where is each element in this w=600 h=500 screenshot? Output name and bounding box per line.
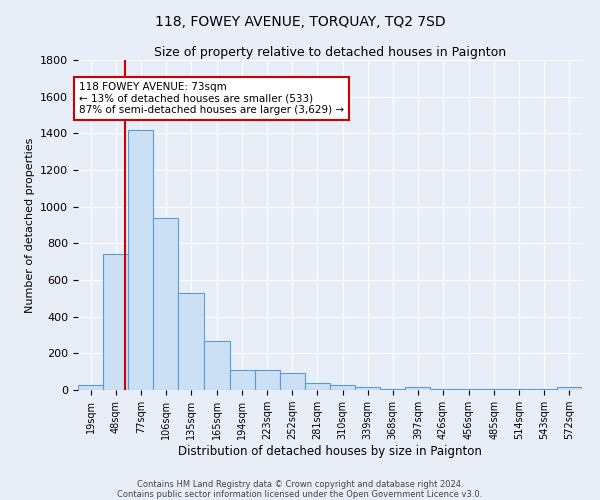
Bar <box>330 386 355 390</box>
Bar <box>154 218 178 390</box>
Bar <box>457 389 482 390</box>
Title: Size of property relative to detached houses in Paignton: Size of property relative to detached ho… <box>154 46 506 59</box>
Bar <box>230 370 254 390</box>
Bar <box>532 389 557 390</box>
Bar <box>406 387 430 390</box>
Bar <box>482 389 506 390</box>
Bar <box>128 130 154 390</box>
Text: 118 FOWEY AVENUE: 73sqm
← 13% of detached houses are smaller (533)
87% of semi-d: 118 FOWEY AVENUE: 73sqm ← 13% of detache… <box>79 82 344 115</box>
Bar <box>430 389 455 390</box>
Bar <box>355 387 380 390</box>
Bar <box>103 254 128 390</box>
Bar <box>557 387 582 390</box>
Bar <box>205 340 230 390</box>
Bar <box>380 389 406 390</box>
Bar <box>305 382 330 390</box>
Bar <box>254 370 280 390</box>
Bar <box>178 293 203 390</box>
Y-axis label: Number of detached properties: Number of detached properties <box>25 138 35 312</box>
Text: 118, FOWEY AVENUE, TORQUAY, TQ2 7SD: 118, FOWEY AVENUE, TORQUAY, TQ2 7SD <box>155 15 445 29</box>
Bar <box>280 372 305 390</box>
Bar <box>78 386 103 390</box>
Bar <box>506 389 532 390</box>
Text: Contains HM Land Registry data © Crown copyright and database right 2024.
Contai: Contains HM Land Registry data © Crown c… <box>118 480 482 499</box>
X-axis label: Distribution of detached houses by size in Paignton: Distribution of detached houses by size … <box>178 445 482 458</box>
